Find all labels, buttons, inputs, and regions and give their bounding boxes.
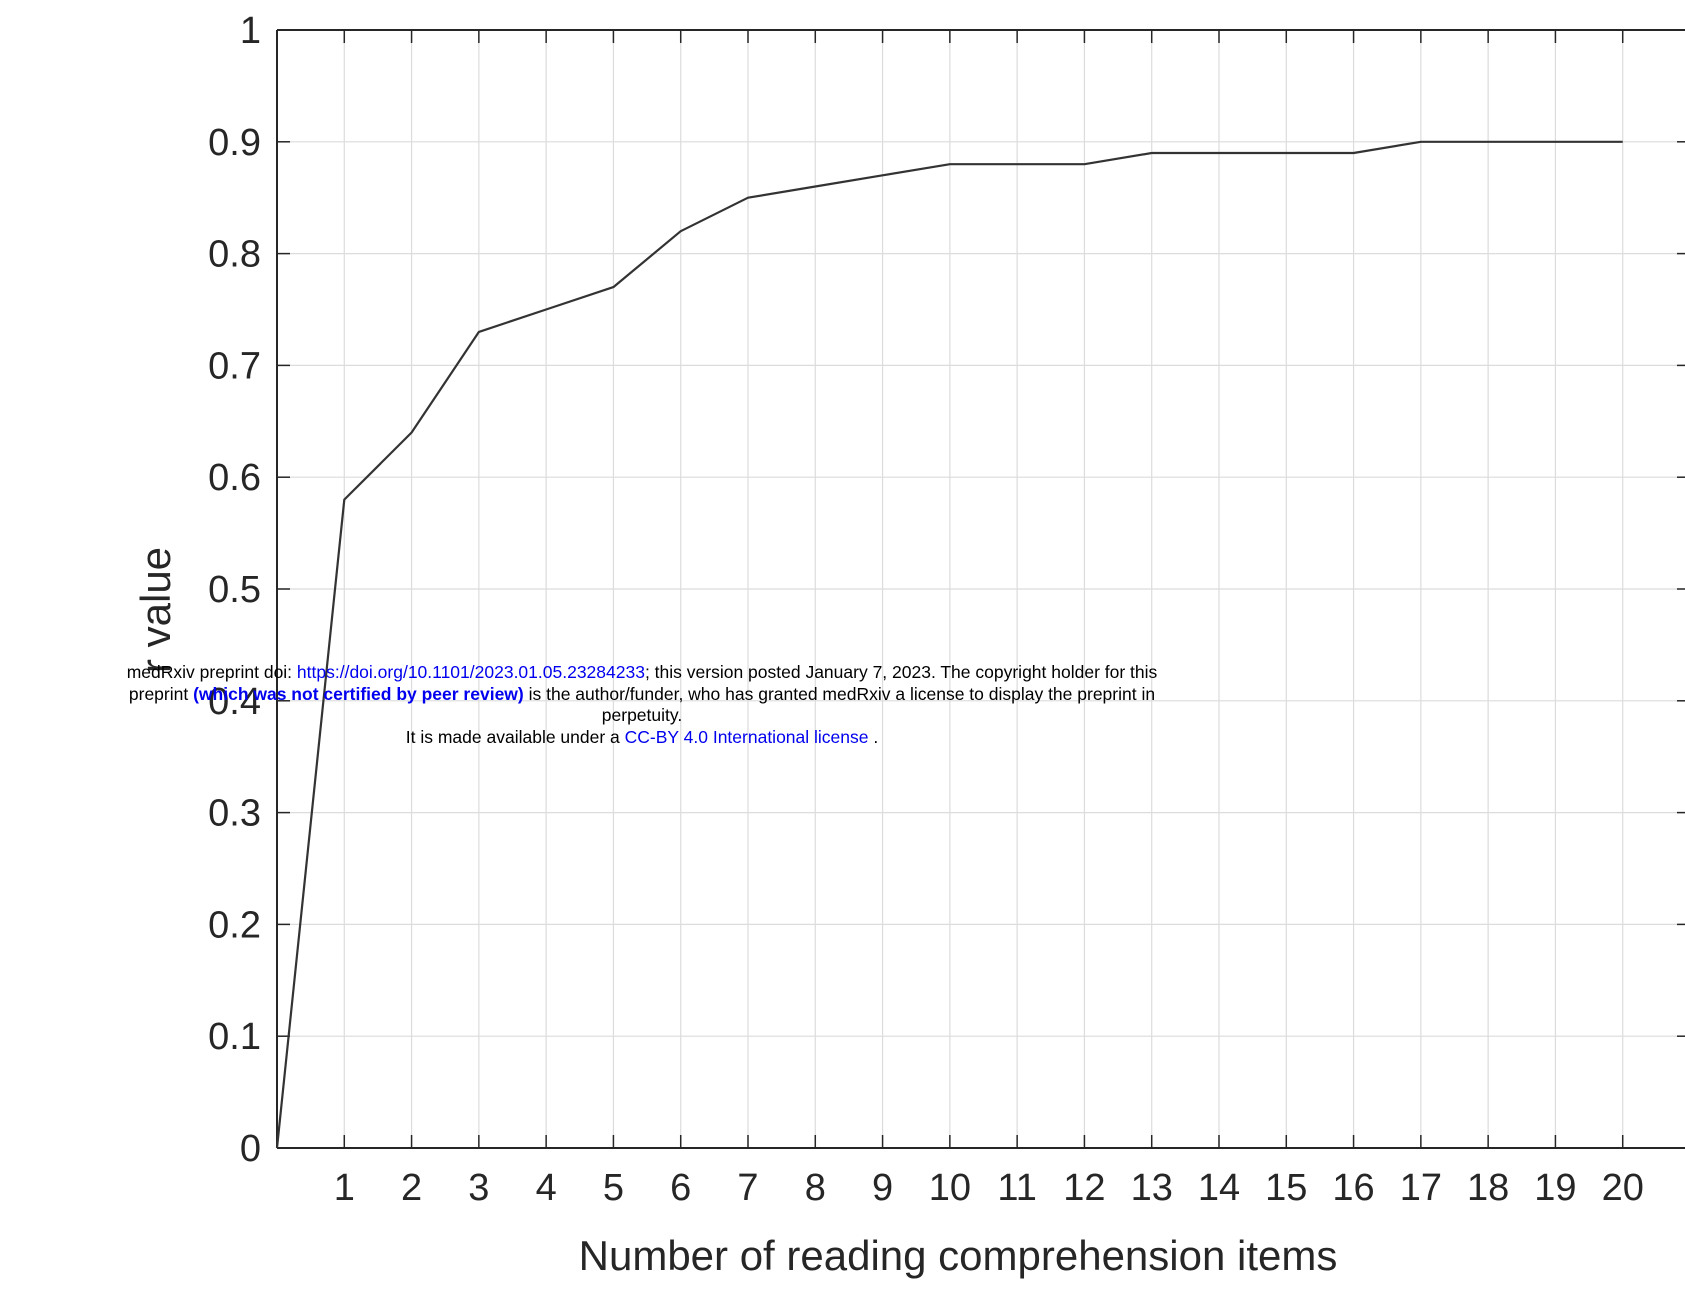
- preprint-notice: medRxiv preprint doi: https://doi.org/10…: [0, 662, 1284, 748]
- y-tick-label: 0.4: [208, 681, 261, 723]
- y-tick-label: 0.9: [208, 122, 261, 164]
- y-tick-label: 0.7: [208, 345, 261, 387]
- notice-text: It is made available under a: [405, 726, 625, 747]
- grid-lines: [277, 29, 1685, 1149]
- x-tick-label: 1: [334, 1167, 355, 1209]
- x-tick-label: 7: [737, 1167, 758, 1209]
- notice-line-4: It is made available under a CC-BY 4.0 I…: [0, 727, 1284, 749]
- x-tick-label: 3: [468, 1167, 489, 1209]
- peer-review-link[interactable]: (which was not certified by peer review): [193, 683, 524, 704]
- x-tick-label: 19: [1534, 1167, 1576, 1209]
- notice-text: preprint: [128, 683, 194, 704]
- x-tick-label: 16: [1332, 1167, 1374, 1209]
- x-tick-label: 12: [1063, 1167, 1105, 1209]
- y-tick-label: 0.2: [208, 904, 261, 946]
- y-axis-label: r value: [132, 547, 179, 673]
- x-tick-label: 6: [670, 1167, 691, 1209]
- x-tick-label: 17: [1400, 1167, 1442, 1209]
- series-layer: [275, 140, 1623, 1149]
- x-tick-label: 4: [536, 1167, 557, 1209]
- x-tick-label: 15: [1265, 1167, 1307, 1209]
- notice-line-1: medRxiv preprint doi: https://doi.org/10…: [0, 662, 1284, 684]
- notice-text: ; this version posted January 7, 2023. T…: [644, 662, 1158, 682]
- series-line: [275, 140, 1623, 1149]
- x-tick-label: 18: [1467, 1167, 1509, 1209]
- y-tick-label: 0: [240, 1128, 261, 1170]
- x-tick-label: 14: [1198, 1167, 1240, 1209]
- y-tick-label: 0.6: [208, 457, 261, 499]
- y-tick-label: 0.1: [208, 1016, 261, 1058]
- y-tick-label: 0.8: [208, 234, 261, 276]
- x-tick-label: 20: [1602, 1167, 1644, 1209]
- y-tick-label: 0.5: [208, 569, 261, 611]
- notice-text: .: [868, 726, 879, 747]
- doi-link[interactable]: https://doi.org/10.1101/2023.01.05.23284…: [296, 662, 645, 682]
- tick-labels: 1 2 3 4 5 6 7 8 9 10 11 12 13 14 15 16 17 18 19 2000.10.20.…: [208, 10, 1644, 1209]
- x-tick-label: 10: [929, 1167, 971, 1209]
- y-tick-label: 1: [240, 10, 261, 52]
- x-tick-label: 11: [997, 1167, 1036, 1209]
- x-tick-label: 8: [805, 1167, 826, 1209]
- x-tick-label: 5: [603, 1167, 624, 1209]
- x-axis-label: Number of reading comprehension items: [579, 1232, 1338, 1279]
- notice-line-3: perpetuity.: [0, 705, 1284, 727]
- x-tick-label: 9: [872, 1167, 893, 1209]
- notice-text: is the author/funder, who has granted me…: [523, 683, 1156, 704]
- notice-line-2: preprint (which was not certified by pee…: [0, 684, 1284, 706]
- x-tick-label: 2: [401, 1167, 422, 1209]
- axes: [276, 29, 1685, 1149]
- y-tick-label: 0.3: [208, 793, 261, 835]
- notice-text: medRxiv preprint doi:: [126, 662, 297, 682]
- license-link[interactable]: CC-BY 4.0 International license: [624, 726, 869, 747]
- notice-text: perpetuity.: [601, 705, 683, 725]
- x-tick-label: 13: [1131, 1167, 1173, 1209]
